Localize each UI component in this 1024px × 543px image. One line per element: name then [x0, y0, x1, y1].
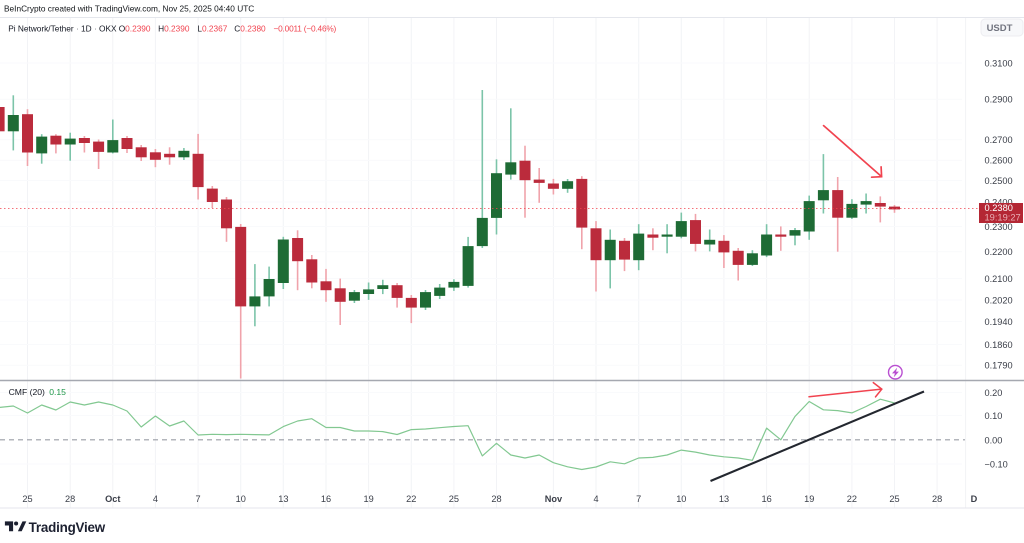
svg-text:28: 28: [491, 494, 501, 504]
svg-text:13: 13: [719, 494, 729, 504]
svg-text:0.2600: 0.2600: [985, 156, 1013, 166]
svg-text:0.2900: 0.2900: [985, 95, 1013, 105]
svg-text:0.3100: 0.3100: [985, 58, 1013, 68]
svg-text:0.2020: 0.2020: [985, 295, 1013, 305]
svg-text:4: 4: [593, 494, 598, 504]
svg-text:C0.2380: C0.2380: [234, 23, 266, 33]
svg-text:7: 7: [636, 494, 641, 504]
svg-text:10: 10: [236, 494, 246, 504]
svg-text:0.10: 0.10: [985, 411, 1003, 421]
svg-text:0.2300: 0.2300: [985, 222, 1013, 232]
svg-text:USDT: USDT: [987, 23, 1013, 34]
svg-text:0.1940: 0.1940: [985, 317, 1013, 327]
svg-text:0.20: 0.20: [985, 388, 1003, 398]
svg-text:7: 7: [196, 494, 201, 504]
svg-text:0.2700: 0.2700: [985, 135, 1013, 145]
svg-text:0.2100: 0.2100: [985, 274, 1013, 284]
svg-text:25: 25: [449, 494, 459, 504]
svg-text:Pi Network/Tether · 1D · OKX: Pi Network/Tether · 1D · OKX: [8, 23, 117, 33]
svg-text:D: D: [971, 494, 978, 504]
svg-text:19: 19: [804, 494, 814, 504]
svg-text:22: 22: [406, 494, 416, 504]
svg-text:O0.2390: O0.2390: [119, 23, 151, 33]
svg-text:4: 4: [153, 494, 158, 504]
svg-text:0.2380: 0.2380: [985, 203, 1013, 213]
svg-text:28: 28: [65, 494, 75, 504]
svg-text:16: 16: [321, 494, 331, 504]
svg-text:25: 25: [889, 494, 899, 504]
svg-text:L0.2367: L0.2367: [197, 23, 227, 33]
svg-text:Nov: Nov: [545, 494, 563, 504]
svg-text:0.1860: 0.1860: [985, 340, 1013, 350]
svg-text:19:19:27: 19:19:27: [985, 213, 1021, 223]
svg-text:CMF (20) 0.15: CMF (20) 0.15: [9, 387, 67, 397]
svg-text:0.2400: 0.2400: [985, 197, 1013, 207]
svg-text:BeInCrypto created with Tradin: BeInCrypto created with TradingView.com,…: [4, 4, 254, 14]
svg-text:H0.2390: H0.2390: [158, 23, 190, 33]
svg-text:0.2200: 0.2200: [985, 247, 1013, 257]
svg-text:13: 13: [278, 494, 288, 504]
svg-text:10: 10: [676, 494, 686, 504]
svg-text:16: 16: [761, 494, 771, 504]
svg-text:28: 28: [932, 494, 942, 504]
svg-text:0.00: 0.00: [985, 435, 1003, 445]
svg-text:TradingView: TradingView: [29, 520, 106, 535]
svg-text:−0.10: −0.10: [985, 459, 1008, 469]
svg-text:0.2500: 0.2500: [985, 176, 1013, 186]
svg-text:Oct: Oct: [105, 494, 120, 504]
svg-text:−0.0011 (−0.46%): −0.0011 (−0.46%): [274, 23, 337, 33]
svg-text:22: 22: [847, 494, 857, 504]
svg-text:0.1790: 0.1790: [985, 361, 1013, 371]
svg-text:19: 19: [364, 494, 374, 504]
svg-text:25: 25: [22, 494, 32, 504]
